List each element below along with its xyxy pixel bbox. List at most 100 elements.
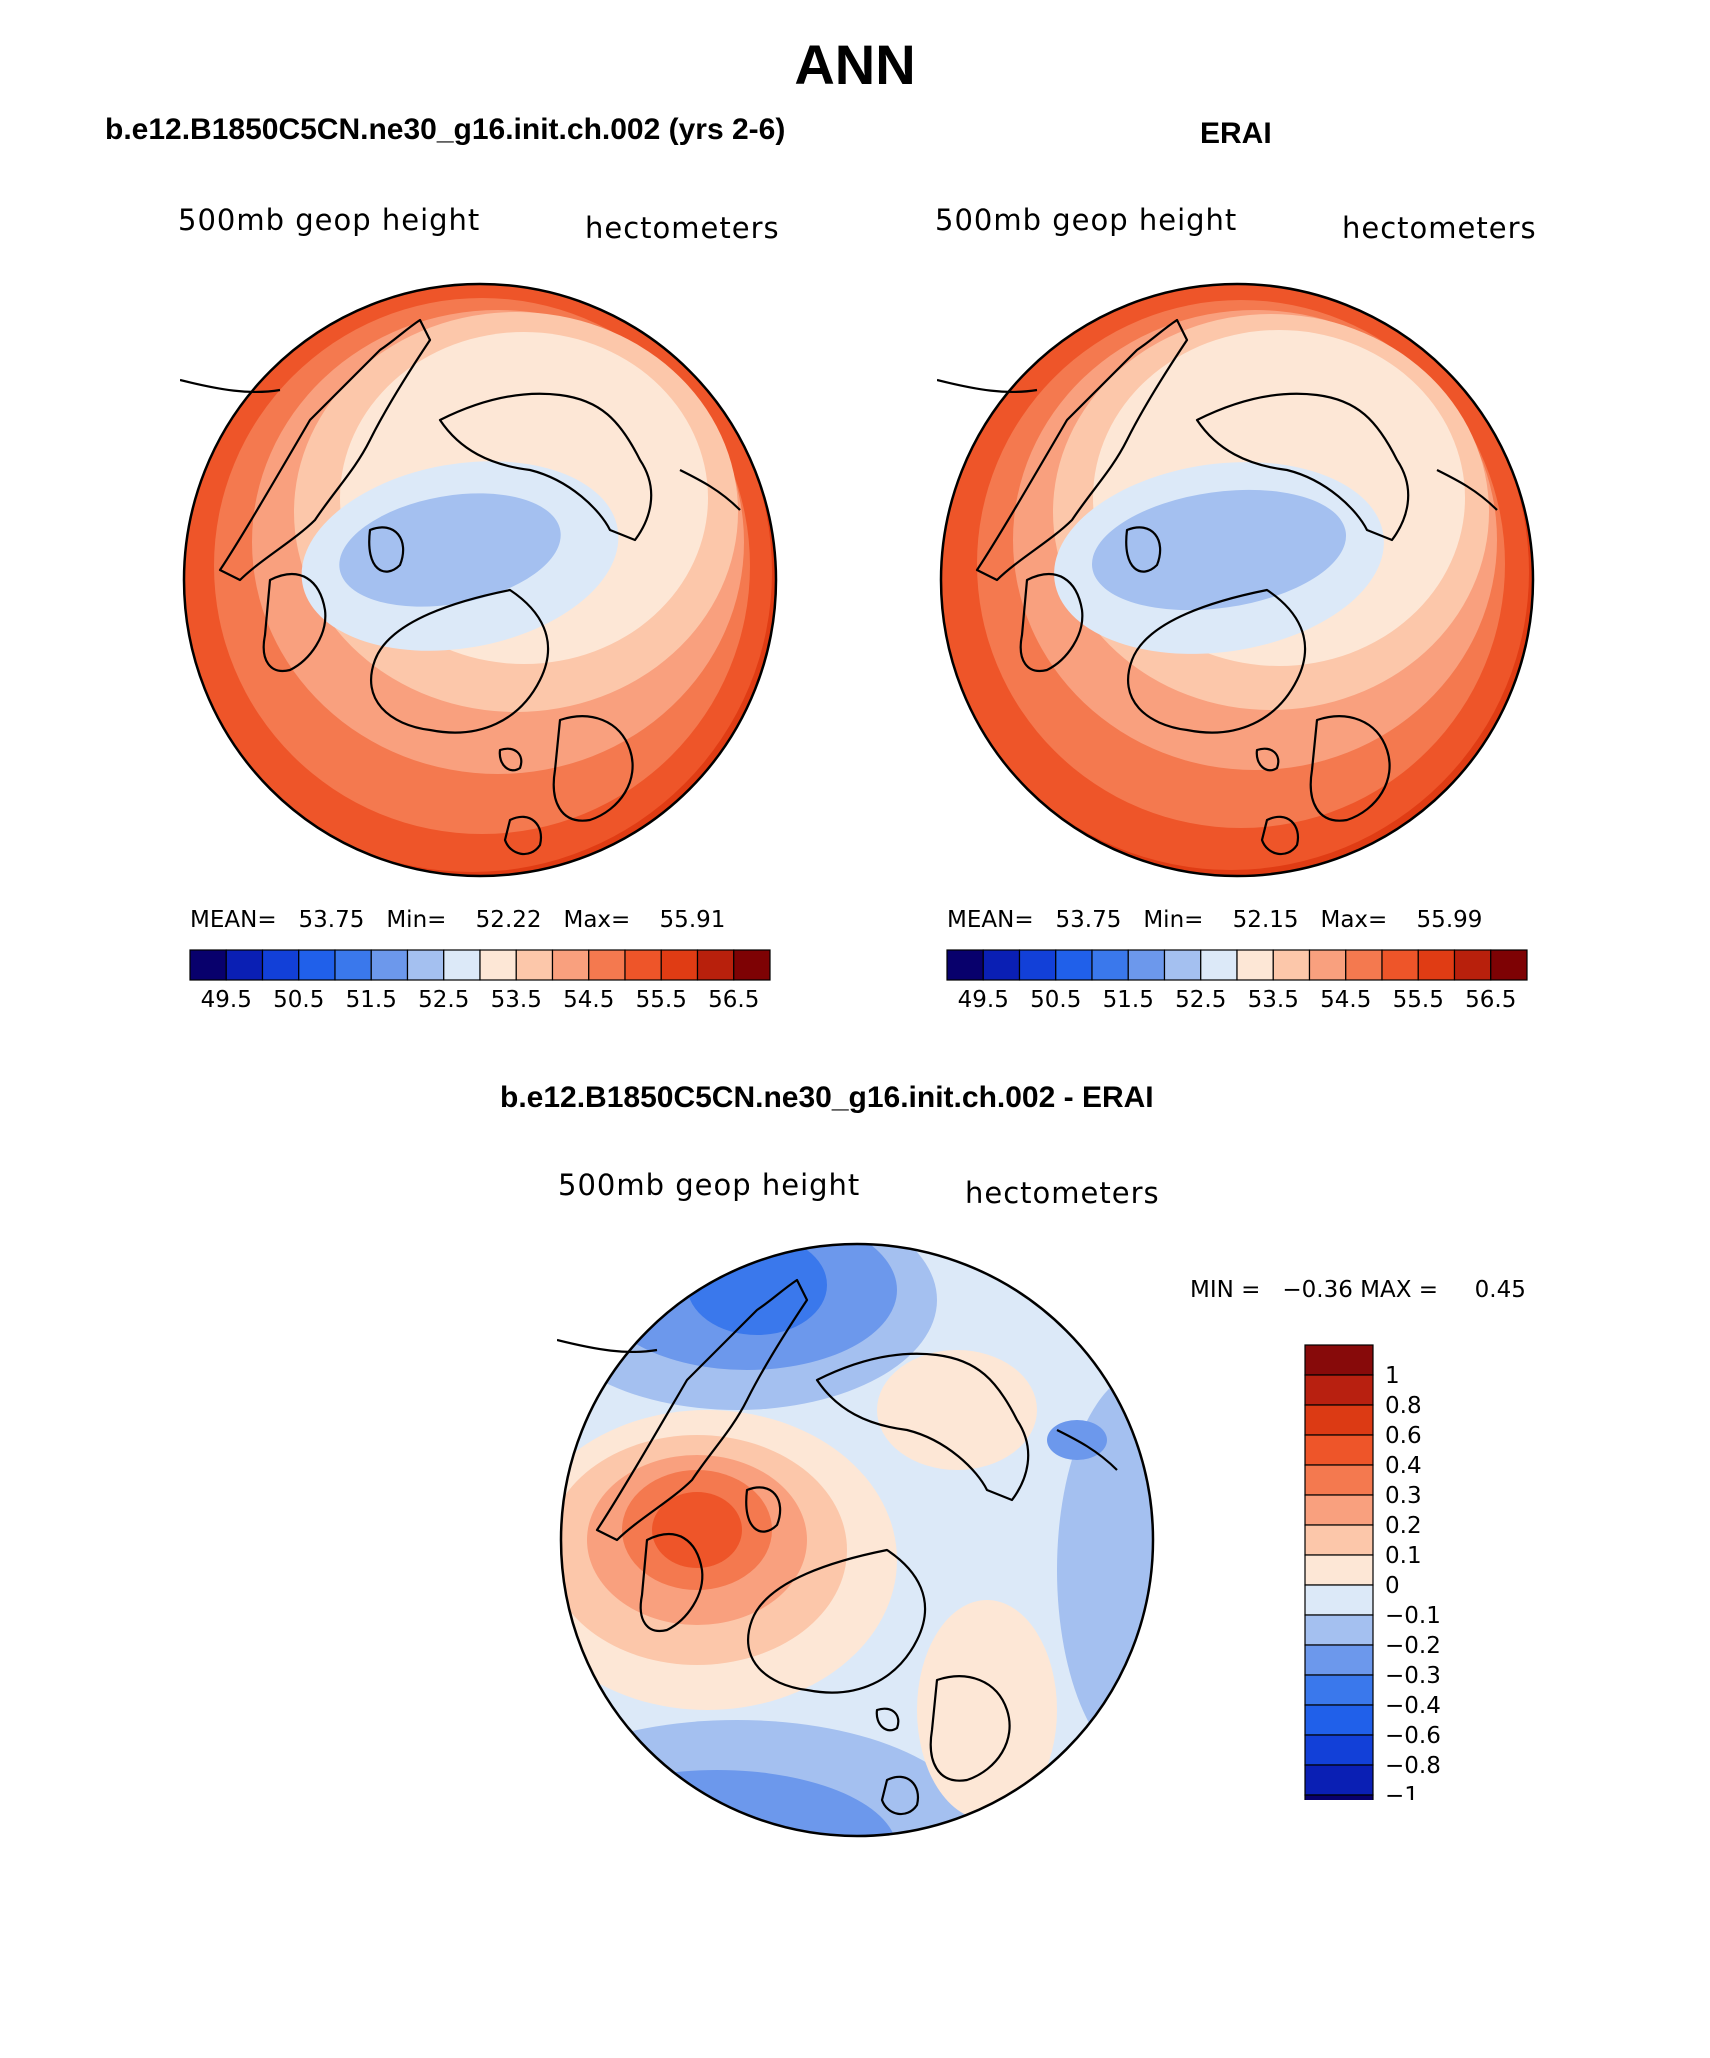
panel-label-left-diff: 500mb geop height — [558, 1168, 861, 1202]
colorbar-swatch — [1304, 1764, 1374, 1796]
colorbar-tick-label: 49.5 — [201, 987, 252, 1013]
stats-obs: MEAN= 53.75 Min= 52.15 Max= 55.99 — [947, 905, 1482, 935]
colorbar-swatch — [189, 949, 227, 981]
colorbar-swatch — [1345, 949, 1383, 981]
mean-label: MEAN= — [947, 907, 1034, 933]
colorbar-tick-label: 52.5 — [1175, 987, 1226, 1013]
colorbar-tick-label: 50.5 — [1030, 987, 1081, 1013]
colorbar-tick-label: −1 — [1385, 1783, 1419, 1800]
colorbar-swatch — [1304, 1404, 1374, 1436]
panel-label-left-obs: 500mb geop height — [935, 203, 1238, 237]
colorbar-swatch — [1304, 1434, 1374, 1466]
colorbar-tick-label: −0.2 — [1385, 1633, 1441, 1659]
colorbar-tick-label: −0.1 — [1385, 1603, 1441, 1629]
colorbar-swatch — [1304, 1584, 1374, 1616]
panel-label-left-model: 500mb geop height — [178, 203, 481, 237]
colorbar-tick-label: −0.6 — [1385, 1723, 1441, 1749]
colorbar-tick-label: 0.3 — [1385, 1483, 1422, 1509]
min-label: MIN = — [1190, 1277, 1261, 1303]
map-border-model — [182, 282, 778, 878]
colorbar-tick-label: 0.2 — [1385, 1513, 1422, 1539]
stats-model: MEAN= 53.75 Min= 52.22 Max= 55.91 — [190, 905, 725, 935]
panel-title-model: b.e12.B1850C5CN.ne30_g16.init.ch.002 (yr… — [105, 113, 786, 146]
max-value: 55.99 — [1416, 907, 1483, 933]
max-value: 0.45 — [1474, 1277, 1526, 1303]
colorbar-tick-label: 53.5 — [1248, 987, 1299, 1013]
colorbar-tick-label: 0 — [1385, 1573, 1400, 1599]
colorbar-swatch — [733, 949, 771, 981]
colorbar-swatch — [298, 949, 336, 981]
figure-title: ANN — [794, 33, 916, 96]
colorbar-swatch — [1304, 1524, 1374, 1556]
colorbar-swatch — [1055, 949, 1093, 981]
stats-diff: MIN = −0.36 MAX = 0.45 — [1190, 1275, 1526, 1305]
mean-value: 53.75 — [298, 907, 365, 933]
colorbar-tick-label: 1 — [1385, 1363, 1400, 1389]
colorbar-swatch — [1304, 1614, 1374, 1646]
panel-label-right-obs: hectometers — [1342, 211, 1537, 245]
max-label: Max= — [563, 907, 631, 933]
colorbar-swatch — [1091, 949, 1129, 981]
colorbar-obs: 49.5 50.5 51.5 52.5 53.5 54.5 55.5 56.5 — [946, 949, 1528, 1013]
colorbar-swatch — [370, 949, 409, 981]
colorbar-swatch — [1417, 949, 1456, 981]
max-value: 55.91 — [659, 907, 726, 933]
colorbar-tick-label: 54.5 — [1320, 987, 1371, 1013]
colorbar-swatch — [1304, 1704, 1374, 1736]
colorbar-tick-label: 54.5 — [563, 987, 614, 1013]
colorbar-swatch — [443, 949, 481, 981]
colorbar-diff: 1 0.8 0.6 0.4 0.3 0.2 0.1 0 −0.1 −0.2 −0.3 −0.4 −0.6… — [1304, 1344, 1441, 1800]
colorbar-swatch — [1236, 949, 1274, 981]
coastlines-obs — [937, 318, 1498, 856]
colorbar-tick-label: 56.5 — [708, 987, 759, 1013]
colorbar-swatch — [624, 949, 662, 981]
mean-value: 53.75 — [1055, 907, 1122, 933]
colorbar-tick-label: 52.5 — [418, 987, 469, 1013]
panel-label-right-diff: hectometers — [965, 1176, 1160, 1210]
colorbar-swatch — [479, 949, 517, 981]
colorbar-tick-label: 0.4 — [1385, 1453, 1422, 1479]
colorbar-swatch — [1163, 949, 1202, 981]
colorbar-swatch — [1304, 1344, 1374, 1376]
min-value: 52.22 — [475, 907, 542, 933]
colorbar-swatch — [1304, 1464, 1374, 1496]
map-border-diff — [559, 1242, 1155, 1838]
colorbar-tick-label: 55.5 — [636, 987, 687, 1013]
colorbar-swatch — [1304, 1794, 1374, 1800]
colorbar-swatch — [696, 949, 735, 981]
map-diff — [557, 1242, 1155, 1838]
colorbar-swatch — [1127, 949, 1166, 981]
mean-label: MEAN= — [190, 907, 277, 933]
colorbar-model: 49.5 50.5 51.5 52.5 53.5 54.5 55.5 56.5 — [189, 949, 771, 1013]
min-value: 52.15 — [1232, 907, 1299, 933]
colorbar-swatch — [406, 949, 445, 981]
max-label: Max= — [1320, 907, 1388, 933]
min-label: Min= — [386, 907, 447, 933]
colorbar-swatch — [551, 949, 590, 981]
colorbar-tick-label: 51.5 — [1103, 987, 1154, 1013]
colorbar-swatch — [660, 949, 699, 981]
colorbar-swatch — [261, 949, 300, 981]
colorbar-swatch — [946, 949, 984, 981]
colorbar-swatch — [1200, 949, 1238, 981]
colorbar-swatch — [1018, 949, 1057, 981]
colorbar-swatch — [1308, 949, 1347, 981]
colorbar-tick-label: 0.8 — [1385, 1393, 1422, 1419]
map-model — [180, 282, 778, 878]
colorbar-tick-label: 0.1 — [1385, 1543, 1422, 1569]
colorbar-swatch — [515, 949, 554, 981]
colorbar-tick-label: −0.4 — [1385, 1693, 1441, 1719]
colorbar-swatch — [982, 949, 1021, 981]
colorbar-tick-label: 55.5 — [1393, 987, 1444, 1013]
colorbar-swatch — [1381, 949, 1419, 981]
min-value: −0.36 — [1282, 1277, 1353, 1303]
map-border-obs — [939, 282, 1535, 878]
colorbar-swatch — [588, 949, 626, 981]
colorbar-swatch — [334, 949, 372, 981]
min-label: Min= — [1143, 907, 1204, 933]
colorbar-swatch — [1304, 1494, 1374, 1526]
contour-field-model — [184, 284, 776, 876]
colorbar-tick-label: 51.5 — [346, 987, 397, 1013]
colorbar-tick-label: −0.8 — [1385, 1753, 1441, 1779]
panel-title-diff: b.e12.B1850C5CN.ne30_g16.init.ch.002 - E… — [500, 1081, 1154, 1114]
